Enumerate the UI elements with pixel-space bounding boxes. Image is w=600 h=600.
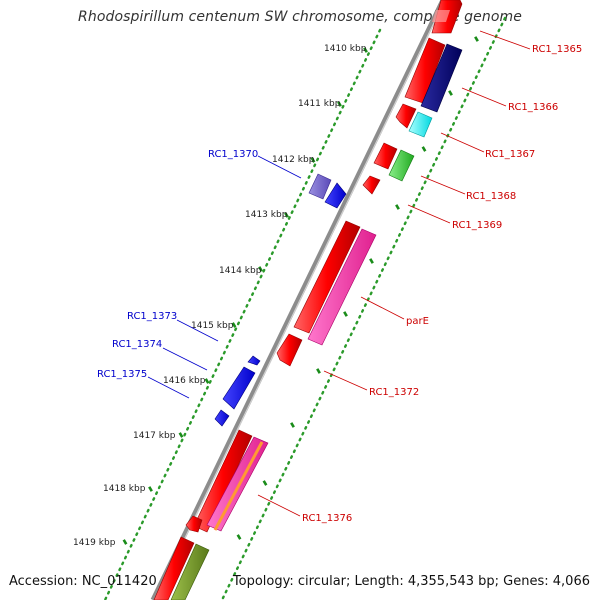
cds-rc1-1370-a[interactable] [308,173,332,200]
leader-line [440,132,485,153]
leader-line [176,319,219,342]
gene-label-rc1-1368[interactable]: RC1_1368 [466,191,516,202]
cds-rc1-1374[interactable] [222,366,256,410]
accession-text: Accession: NC_011420 [9,574,157,589]
cds-olive-bottom[interactable] [170,543,210,600]
kbp-label: 1417 kbp [133,431,176,441]
cds-rc1-1370[interactable] [324,182,347,209]
cds-red-long-2[interactable] [193,429,253,533]
leader-line [257,494,301,517]
leader-line [420,175,466,195]
leader-line [257,155,302,179]
cds-red-long-1[interactable] [293,220,361,334]
gene-label-pare[interactable]: parE [406,316,429,327]
cds-red-small-bottom[interactable] [185,515,203,533]
right-gene-labels: RC1_1365 RC1_1366 RC1_1367 RC1_1368 RC1_… [257,30,582,524]
kbp-label: 1412 kbp [272,155,315,165]
cds-rc1-1376-stripe [213,441,264,531]
cds-red-1368a[interactable] [373,142,398,170]
leader-line [407,204,451,224]
cds-top-partial [432,10,450,22]
kbp-label: 1419 kbp [73,538,116,548]
cds-pare[interactable] [307,228,377,346]
inner-dotted-ring [220,16,507,600]
gene-label-rc1-1374[interactable]: RC1_1374 [112,339,162,350]
reverse-cds-features [214,173,347,427]
gene-label-rc1-1366[interactable]: RC1_1366 [508,102,558,113]
gene-label-rc1-1370[interactable]: RC1_1370 [208,149,258,160]
kbp-label: 1411 kbp [298,99,341,109]
inner-ring-ticks [236,36,479,540]
outer-dotted-ring [103,28,382,600]
cds-rc1-1373[interactable] [247,355,261,366]
gene-label-rc1-1372[interactable]: RC1_1372 [369,387,419,398]
gene-label-rc1-1373[interactable]: RC1_1373 [127,311,177,322]
kbp-label: 1416 kbp [163,376,206,386]
leader-line [360,296,405,320]
kbp-label: 1413 kbp [245,210,288,220]
kbp-label: 1414 kbp [219,266,262,276]
genome-stats-text: Topology: circular; Length: 4,355,543 bp… [232,574,590,589]
map-title: Rhodospirillum centenum SW chromosome, c… [78,9,522,25]
leader-line [479,30,531,50]
cds-rc1-1375[interactable] [214,409,230,427]
kbp-label: 1410 kbp [324,44,367,54]
kbp-label: 1418 kbp [103,484,146,494]
cds-red-bottom[interactable] [153,536,195,600]
kbp-ticks [122,47,368,545]
cds-rc1-1372[interactable] [276,333,303,367]
leader-line [162,347,208,371]
gene-label-rc1-1367[interactable]: RC1_1367 [485,149,535,160]
forward-cds-features [153,0,463,600]
cds-rc1-1367[interactable] [408,111,433,138]
gene-label-rc1-1365[interactable]: RC1_1365 [532,44,582,55]
backbone-ring [150,0,446,600]
backbone-ring-highlight [154,0,446,600]
leader-line [461,87,507,107]
cds-rc1-1368[interactable] [388,149,415,182]
gene-label-rc1-1375[interactable]: RC1_1375 [97,369,147,380]
leader-line [147,376,190,399]
gene-label-rc1-1376[interactable]: RC1_1376 [302,513,352,524]
left-gene-labels: RC1_1370 RC1_1373 RC1_1374 RC1_1375 [97,149,302,399]
gene-label-rc1-1369[interactable]: RC1_1369 [452,220,502,231]
kbp-label: 1415 kbp [191,321,234,331]
cds-rc1-1369[interactable] [362,175,381,195]
cds-rc1-1366[interactable] [420,43,463,113]
kbp-label-group: 1410 kbp 1411 kbp 1412 kbp 1413 kbp 1414… [73,44,367,548]
cds-red-1367a[interactable] [395,103,417,129]
leader-line [323,370,368,391]
